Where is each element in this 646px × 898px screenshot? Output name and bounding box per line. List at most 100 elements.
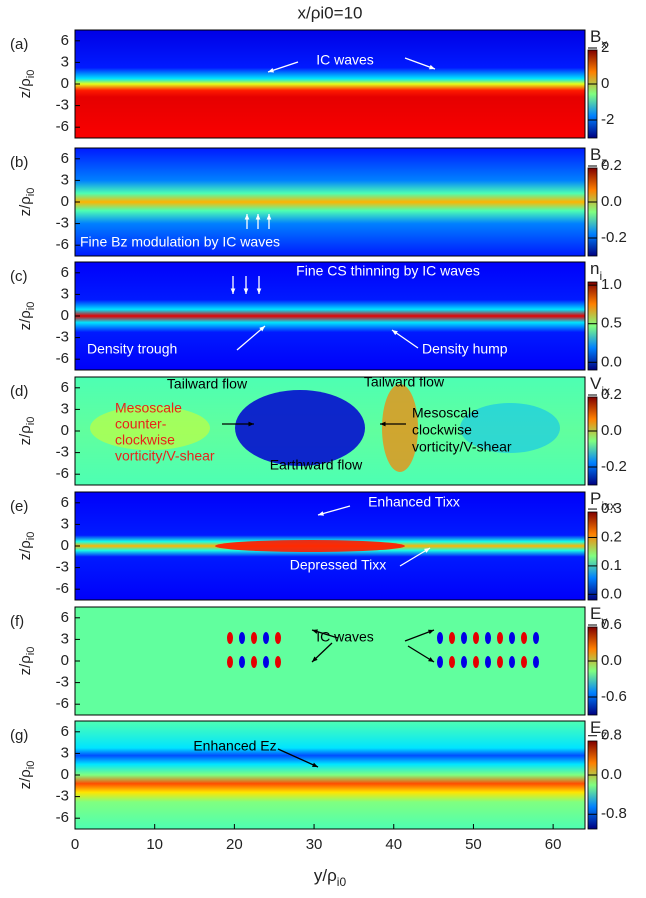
- x-tick-label: 10: [146, 836, 163, 853]
- arrow: [317, 505, 351, 516]
- panel-label: (a): [10, 36, 28, 53]
- y-tick-label: -6: [56, 580, 69, 597]
- y-tick-label: 0: [61, 193, 69, 210]
- panel-label: (g): [10, 727, 28, 744]
- colorbar-tick-label: 0.2: [601, 528, 622, 545]
- wave-blob: [251, 656, 257, 668]
- wave-blob: [533, 656, 539, 668]
- flow-region: [460, 403, 560, 453]
- x-tick-label: 60: [545, 836, 562, 853]
- arrow-head: [318, 511, 324, 516]
- colorbar-label: Vix: [590, 374, 610, 398]
- wave-blob: [461, 632, 467, 644]
- y-tick-label: -6: [56, 118, 69, 135]
- wave-blob: [437, 632, 443, 644]
- wave-blob: [275, 632, 281, 644]
- annotation: IC waves: [316, 52, 374, 68]
- colorbar-label: Bz: [590, 145, 607, 169]
- wave-blob: [263, 656, 269, 668]
- annotation: Enhanced Ez: [193, 738, 276, 754]
- wave-blob: [263, 632, 269, 644]
- panel-label: (e): [10, 498, 28, 515]
- arrow-head: [312, 762, 318, 767]
- colorbar-tick-label: 0.6: [601, 616, 622, 633]
- y-tick-label: 3: [61, 515, 69, 532]
- arrow-head: [428, 657, 434, 662]
- y-tick-label: -3: [56, 788, 69, 805]
- y-tick-label: -3: [56, 97, 69, 114]
- y-tick-label: 3: [61, 744, 69, 761]
- heatmap-panel: [74, 376, 586, 486]
- y-tick-label: -6: [56, 350, 69, 367]
- colorbar-label: Ey: [590, 604, 607, 628]
- annotation: Mesoscale: [115, 400, 182, 416]
- wave-blob: [497, 632, 503, 644]
- colorbar-tick-label: 0.0: [601, 422, 622, 439]
- y-tick-label: 6: [61, 379, 69, 396]
- colorbar-label: Pixx: [590, 489, 616, 513]
- y-tick-label: 0: [61, 537, 69, 554]
- arrow-head: [266, 214, 272, 220]
- wave-blob: [449, 632, 455, 644]
- colorbar-tick-label: 0.8: [601, 727, 622, 744]
- y-tick-label: 6: [61, 723, 69, 740]
- heatmap-panel: [74, 606, 586, 716]
- arrow-head: [259, 326, 265, 332]
- colorbar-label: Bx: [590, 27, 607, 51]
- y-tick-label: 0: [61, 75, 69, 92]
- arrow-head: [268, 68, 274, 73]
- colorbar-tick-label: 1.0: [601, 276, 622, 293]
- wave-blob: [509, 656, 515, 668]
- flow-region: [235, 390, 365, 466]
- wave-blob: [497, 656, 503, 668]
- x-tick-label: 0: [71, 836, 79, 853]
- wave-blob: [521, 632, 527, 644]
- annotation: Depressed Tixx: [290, 557, 386, 573]
- annotation: Density trough: [87, 341, 177, 357]
- annotation: IC waves: [316, 629, 374, 645]
- heatmap-panel: [74, 261, 586, 371]
- y-tick-label: 0: [61, 422, 69, 439]
- y-tick-label: 6: [61, 150, 69, 167]
- colorbar: [587, 511, 598, 601]
- colorbar-tick-label: 0.0: [601, 193, 622, 210]
- arrow-head: [244, 214, 250, 220]
- wave-blob: [461, 656, 467, 668]
- panel-label: (d): [10, 383, 28, 400]
- arrow-head: [424, 548, 430, 553]
- y-tick-label: 6: [61, 494, 69, 511]
- y-tick-label: -6: [56, 809, 69, 826]
- colorbar-tick-label: -0.8: [601, 805, 627, 822]
- colorbar: [587, 167, 598, 257]
- flow-region: [90, 406, 210, 450]
- annotation: Mesoscale: [412, 405, 479, 421]
- panel-label: (c): [10, 268, 28, 285]
- arrow-head: [255, 214, 261, 220]
- colorbar-tick-label: 0.1: [601, 557, 622, 574]
- wave-blob: [521, 656, 527, 668]
- wave-blob: [509, 632, 515, 644]
- colorbar: [587, 49, 598, 139]
- y-tick-label: -3: [56, 215, 69, 232]
- annotation: Fine CS thinning by IC waves: [296, 263, 480, 279]
- y-axis-label: z/ρi0: [17, 417, 37, 446]
- y-tick-label: 6: [61, 32, 69, 49]
- y-tick-label: -6: [56, 695, 69, 712]
- y-tick-label: 0: [61, 766, 69, 783]
- arrow-head: [392, 330, 398, 336]
- heatmap-panel: [74, 491, 586, 601]
- annotation: counter-: [115, 416, 167, 432]
- y-tick-label: -3: [56, 559, 69, 576]
- arrow-head: [256, 288, 262, 294]
- annotation: vorticity/V-shear: [412, 439, 512, 455]
- colorbar-tick-label: 0.2: [601, 157, 622, 174]
- wave-blob: [239, 656, 245, 668]
- y-tick-label: 6: [61, 264, 69, 281]
- figure-title: x/ρi0=10: [298, 3, 363, 22]
- wave-blob: [275, 656, 281, 668]
- colorbar-tick-label: -2: [601, 111, 614, 128]
- wave-blob: [485, 632, 491, 644]
- y-tick-label: -6: [56, 236, 69, 253]
- heatmap: [75, 607, 585, 715]
- annotation: clockwise: [115, 432, 175, 448]
